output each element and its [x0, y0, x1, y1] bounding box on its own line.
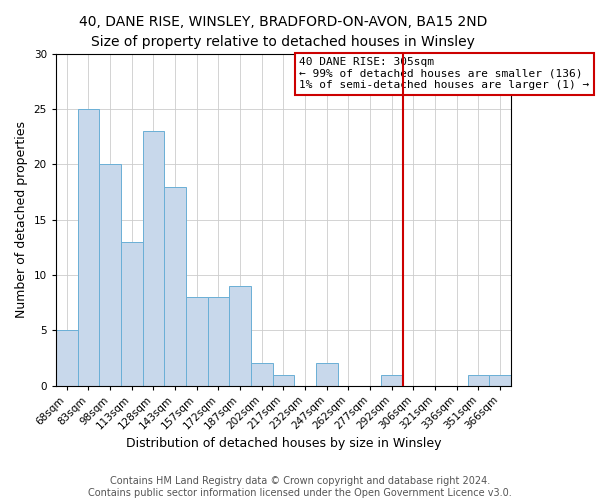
- Bar: [490, 374, 511, 386]
- Bar: [467, 374, 490, 386]
- Bar: [316, 364, 338, 386]
- Bar: [272, 374, 294, 386]
- Bar: [56, 330, 77, 386]
- X-axis label: Distribution of detached houses by size in Winsley: Distribution of detached houses by size …: [125, 437, 441, 450]
- Bar: [99, 164, 121, 386]
- Bar: [208, 297, 229, 386]
- Bar: [381, 374, 403, 386]
- Text: Contains HM Land Registry data © Crown copyright and database right 2024.
Contai: Contains HM Land Registry data © Crown c…: [88, 476, 512, 498]
- Text: 40 DANE RISE: 305sqm
← 99% of detached houses are smaller (136)
1% of semi-detac: 40 DANE RISE: 305sqm ← 99% of detached h…: [299, 57, 590, 90]
- Bar: [186, 297, 208, 386]
- Y-axis label: Number of detached properties: Number of detached properties: [15, 121, 28, 318]
- Title: 40, DANE RISE, WINSLEY, BRADFORD-ON-AVON, BA15 2ND
Size of property relative to : 40, DANE RISE, WINSLEY, BRADFORD-ON-AVON…: [79, 15, 488, 48]
- Bar: [121, 242, 143, 386]
- Bar: [77, 109, 99, 386]
- Bar: [229, 286, 251, 386]
- Bar: [143, 131, 164, 386]
- Bar: [164, 186, 186, 386]
- Bar: [251, 364, 272, 386]
